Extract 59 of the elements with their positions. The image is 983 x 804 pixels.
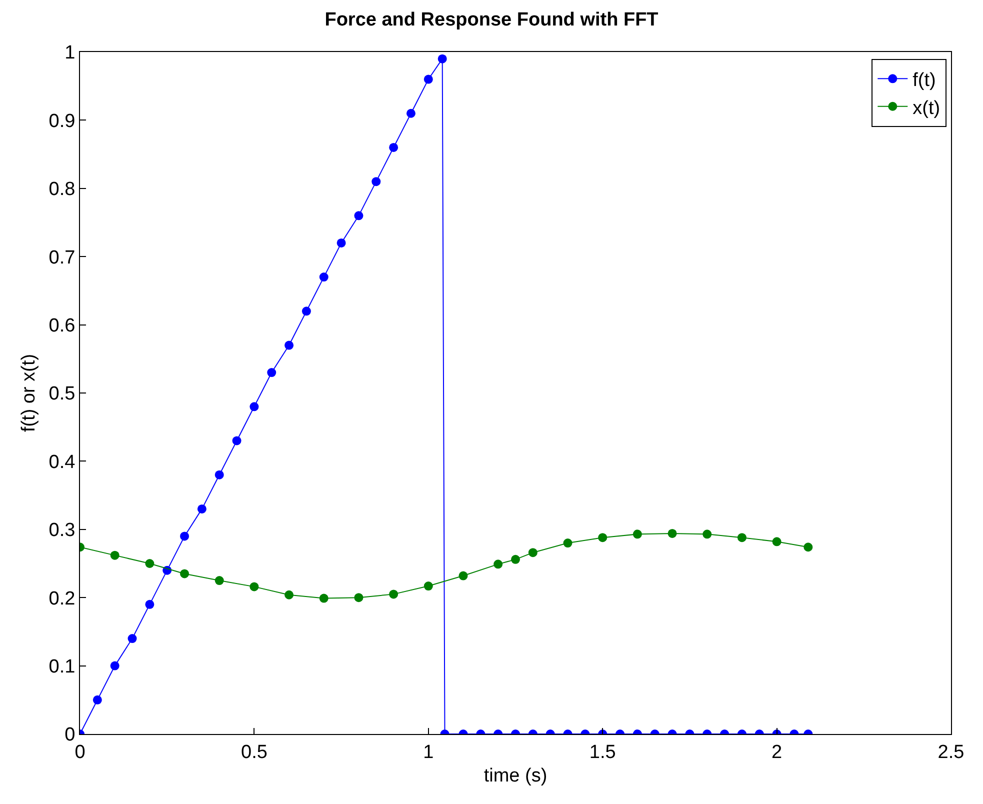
point xyxy=(110,550,120,560)
x-tick-label: 2.5 xyxy=(938,742,964,763)
point xyxy=(494,560,503,569)
x-tick-label: 1 xyxy=(423,742,434,763)
y-tick-label: 1 xyxy=(64,42,76,64)
point xyxy=(389,590,398,599)
legend-label: f(t) xyxy=(912,70,936,92)
point xyxy=(319,272,328,282)
y-tick-label: 0.9 xyxy=(48,110,76,132)
y-tick-label: 0.2 xyxy=(48,588,76,610)
y-tick-label: 0.3 xyxy=(48,520,76,542)
point xyxy=(372,177,381,186)
point xyxy=(180,532,190,541)
y-tick-label: 0.8 xyxy=(48,179,76,200)
point xyxy=(284,340,294,350)
legend-label: x(t) xyxy=(912,98,940,119)
x-tick-label: 0.5 xyxy=(240,742,268,763)
point xyxy=(737,533,746,542)
chart-title: Force and Response Found with FFT xyxy=(324,9,659,30)
x-tick-label: 2 xyxy=(772,742,782,763)
point xyxy=(214,470,224,480)
y-tick-label: 0.4 xyxy=(48,452,76,473)
point xyxy=(128,634,137,644)
point xyxy=(632,530,642,539)
point xyxy=(511,554,520,564)
point xyxy=(110,661,120,670)
point xyxy=(267,368,276,378)
point xyxy=(354,211,364,220)
point xyxy=(804,542,813,552)
point xyxy=(528,548,538,558)
point xyxy=(336,238,346,248)
y-tick-label: 0 xyxy=(64,724,76,746)
point xyxy=(772,537,782,546)
y-tick-label: 0.1 xyxy=(48,656,76,678)
x-tick-label: 1.5 xyxy=(589,742,616,763)
point xyxy=(197,504,206,514)
point xyxy=(232,436,242,446)
x-axis-title: time (s) xyxy=(484,766,548,787)
point xyxy=(180,569,190,578)
point xyxy=(250,402,259,412)
point xyxy=(668,528,677,538)
y-tick-label: 0.6 xyxy=(48,315,76,336)
point xyxy=(92,695,102,704)
point xyxy=(598,533,608,542)
point xyxy=(214,576,224,586)
y-tick-label: 0.5 xyxy=(48,384,76,405)
point xyxy=(145,559,154,568)
point xyxy=(250,582,259,592)
point xyxy=(284,590,294,600)
y-tick-label: 0.7 xyxy=(48,247,76,268)
point xyxy=(424,582,433,591)
y-axis-title: f(t) or x(t) xyxy=(18,354,40,432)
point xyxy=(458,571,468,580)
point xyxy=(702,530,712,539)
point xyxy=(563,538,572,548)
point xyxy=(302,306,311,316)
point xyxy=(354,593,364,602)
point xyxy=(319,594,328,603)
point xyxy=(145,600,154,609)
